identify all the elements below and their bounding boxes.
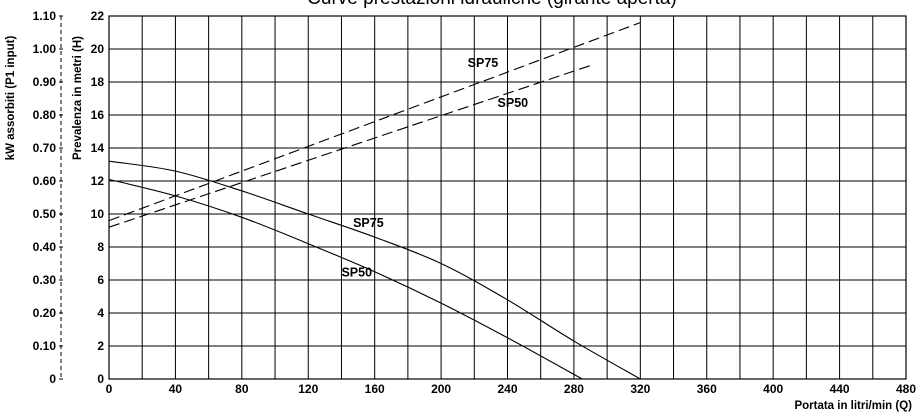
y2-tick-label: 0.20: [33, 306, 57, 320]
sp50-head-label: SP50: [341, 266, 372, 280]
y2-tick-label: 1.10: [33, 9, 57, 23]
y-tick-label: 18: [91, 75, 105, 89]
x-tick-label: 40: [169, 382, 183, 396]
y-tick-label: 10: [91, 207, 105, 221]
y2-tick-label: 0.80: [33, 108, 57, 122]
x-tick-label: 280: [564, 382, 584, 396]
sp75-power-curve: [108, 22, 641, 222]
x-tick-label: 240: [497, 382, 517, 396]
x-tick-label: 120: [298, 382, 318, 396]
y2-tick-label: 0.30: [33, 273, 57, 287]
y2-tick-label: 0.70: [33, 141, 57, 155]
x-tick-label: 80: [235, 382, 249, 396]
plot-frame: [108, 15, 907, 380]
y-tick-label: 12: [91, 174, 105, 188]
x-axis-label: Portata in litri/min (Q): [794, 400, 912, 412]
secondary-axis: 0 0.10 0.20 0.30 0.40 0.50 0.60 0.70 0.80 0.90 1.0…: [33, 9, 63, 386]
sp50-head-curve: [108, 178, 583, 380]
x-tick-label: 360: [697, 382, 717, 396]
y-tick-label: 16: [91, 108, 105, 122]
sp75-head-curve: [108, 160, 641, 380]
y-tick-label: 0: [97, 372, 104, 386]
sp75-power-label: SP75: [468, 56, 499, 70]
secondary-y-axis-label: kW assorbiti (P1 input): [5, 36, 17, 161]
x-tick-label: 440: [830, 382, 850, 396]
x-tick-label: 160: [365, 382, 385, 396]
y2-tick-label: 0: [49, 372, 56, 386]
y-tick-label: 14: [91, 141, 105, 155]
x-tick-label: 0: [106, 382, 113, 396]
y2-tick-label: 1.00: [33, 42, 57, 56]
series-layer: SP75 SP50 SP75 SP50: [108, 22, 641, 380]
x-tick-label: 200: [431, 382, 451, 396]
y-tick-label: 2: [97, 339, 104, 353]
y2-tick-label: 0.10: [33, 339, 57, 353]
x-tick-label: 480: [896, 382, 916, 396]
y-tick-label: 4: [97, 306, 104, 320]
sp50-power-curve: [108, 64, 591, 228]
y-tick-label: 6: [97, 273, 104, 287]
y-tick-label: 8: [97, 240, 104, 254]
y2-tick-label: 0.60: [33, 174, 57, 188]
x-tick-label: 400: [763, 382, 783, 396]
y-tick-label: 20: [91, 42, 105, 56]
sp75-head-label: SP75: [353, 216, 384, 230]
y2-tick-label: 0.50: [33, 207, 57, 221]
chart-title: Curve prestazioni idrauliche (girante ap…: [307, 0, 677, 9]
x-tick-label: 320: [630, 382, 650, 396]
y-axis-label: Prevalenza in metri (H): [72, 36, 84, 160]
y2-tick-label: 0.90: [33, 75, 57, 89]
y2-tick-label: 0.40: [33, 240, 57, 254]
sp50-power-label: SP50: [498, 96, 529, 110]
y-tick-label: 22: [91, 9, 105, 23]
tick-layer: 0 40 80 120 160 200 240 280 320 360 400 440 480 0 2 4 6 8…: [91, 9, 917, 396]
